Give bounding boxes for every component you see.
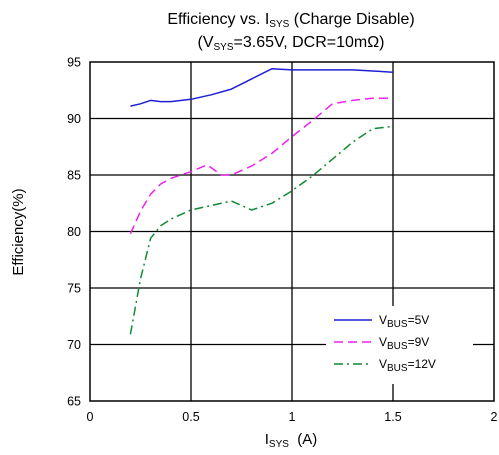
- legend-label-sub: BUS: [387, 319, 408, 330]
- series-line-3: [129, 125, 394, 335]
- x-tick-label: 0.5: [182, 410, 199, 424]
- y-tick-label: 70: [67, 338, 81, 352]
- plot-frame: [89, 61, 495, 402]
- y-axis-label: Efficiency(%): [10, 188, 27, 275]
- legend-label-tail: =12V: [408, 357, 436, 371]
- chart-title-line1-main: Efficiency vs. I: [167, 11, 269, 28]
- legend-label-main: V: [379, 313, 387, 327]
- x-tick-label: 0: [87, 410, 94, 424]
- y-tick-label: 90: [67, 112, 81, 126]
- legend-label-main: V: [379, 357, 387, 371]
- y-tick-label: 80: [67, 225, 81, 239]
- legend-label-tail: =5V: [408, 313, 430, 327]
- x-axis-label: ISYS (A): [265, 431, 318, 450]
- x-axis-label-sub: SYS: [269, 439, 289, 450]
- legend-label-3: VBUS=12V: [379, 357, 436, 374]
- y-tick-label: 75: [67, 282, 81, 296]
- grid-layer: [90, 62, 494, 401]
- x-tick-label: 2: [491, 410, 498, 424]
- chart-title-line1: Efficiency vs. ISYS (Charge Disable): [167, 11, 414, 30]
- chart-title-line2: (VSYS=3.65V, DCR=10mΩ): [197, 34, 384, 53]
- chart-title-line1-tail: (Charge Disable): [289, 11, 414, 28]
- chart-title-line2-open: (V: [197, 34, 213, 51]
- legend-label-1: VBUS=5V: [379, 313, 429, 330]
- tick-label-layer: 0 0.5 1 1.5 2 65 70 75 80 85 90 95: [67, 56, 497, 425]
- legend-label-sub: BUS: [387, 341, 408, 352]
- chart-title-line2-sub: SYS: [213, 42, 233, 53]
- y-tick-label: 65: [67, 395, 81, 409]
- y-tick-label: 95: [67, 56, 81, 70]
- series-line-2: [129, 97, 393, 235]
- legend-label-tail: =9V: [408, 335, 430, 349]
- x-axis-label-main: I: [265, 431, 269, 448]
- x-tick-label: 1.5: [384, 410, 401, 424]
- series-layer: [129, 68, 394, 335]
- x-tick-label: 1: [289, 410, 296, 424]
- series-line-1: [130, 68, 394, 107]
- chart-title-line2-tail: =3.65V, DCR=10mΩ): [234, 34, 385, 51]
- legend-box: [326, 306, 473, 384]
- y-tick-label: 85: [67, 169, 81, 183]
- legend-label-sub: BUS: [387, 363, 408, 374]
- legend-label-2: VBUS=9V: [379, 335, 429, 352]
- legend-label-main: V: [379, 335, 387, 349]
- chart-title-line1-sub: SYS: [269, 19, 289, 30]
- x-axis-label-tail: (A): [289, 431, 317, 448]
